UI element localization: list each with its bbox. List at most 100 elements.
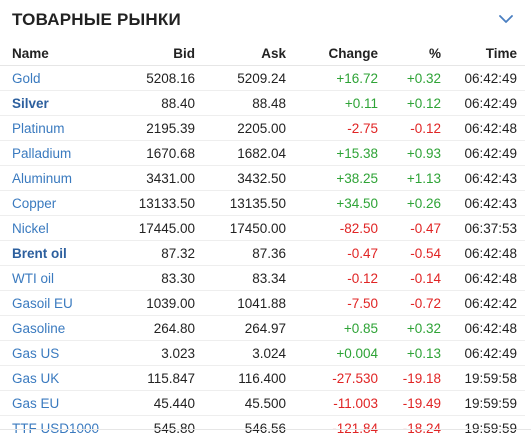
bottom-divider: [0, 429, 531, 430]
table-row[interactable]: Gasoline 264.80 264.97 +0.85 +0.32 06:42:48: [0, 315, 525, 341]
widget-header: ТОВАРНЫЕ РЫНКИ: [0, 0, 531, 40]
commodity-name-link[interactable]: Gas UK: [0, 365, 108, 391]
change-value: -27.530: [286, 365, 378, 391]
percent-change-value: -19.49: [378, 390, 441, 416]
bid-value: 545.80: [108, 415, 195, 437]
ask-value: 5209.24: [195, 65, 286, 91]
bid-value: 115.847: [108, 365, 195, 391]
column-header-bid[interactable]: Bid: [108, 42, 195, 66]
percent-change-value: +0.12: [378, 90, 441, 116]
percent-change-value: +0.26: [378, 190, 441, 216]
table-row[interactable]: Gasoil EU 1039.00 1041.88 -7.50 -0.72 06:42:4…: [0, 290, 525, 316]
commodity-name-link[interactable]: WTI oil: [0, 265, 108, 291]
percent-change-value: +0.32: [378, 315, 441, 341]
table-row[interactable]: Nickel 17445.00 17450.00 -82.50 -0.47 06:37:5…: [0, 215, 525, 241]
change-value: -11.003: [286, 390, 378, 416]
table-row[interactable]: Gold 5208.16 5209.24 +16.72 +0.32 06:42:49: [0, 65, 525, 91]
time-value: 19:59:59: [441, 415, 525, 437]
bid-value: 2195.39: [108, 115, 195, 141]
bid-value: 1039.00: [108, 290, 195, 316]
bid-value: 3.023: [108, 340, 195, 366]
table-row[interactable]: Aluminum 3431.00 3432.50 +38.25 +1.13 06:42:4…: [0, 165, 525, 191]
ask-value: 88.48: [195, 90, 286, 116]
time-value: 06:37:53: [441, 215, 525, 241]
percent-change-value: -19.18: [378, 365, 441, 391]
change-value: -7.50: [286, 290, 378, 316]
table-row[interactable]: Brent oil 87.32 87.36 -0.47 -0.54 06:42:48: [0, 240, 525, 266]
percent-change-value: +0.13: [378, 340, 441, 366]
commodity-name-link[interactable]: Palladium: [0, 140, 108, 166]
ask-value: 264.97: [195, 315, 286, 341]
commodity-name-link[interactable]: Copper: [0, 190, 108, 216]
time-value: 19:59:58: [441, 365, 525, 391]
percent-change-value: -18.24: [378, 415, 441, 437]
table-header-row: Name Bid Ask Change % Time: [0, 42, 525, 66]
table-row[interactable]: Gas EU 45.440 45.500 -11.003 -19.49 19:59:59: [0, 390, 525, 416]
ask-value: 1682.04: [195, 140, 286, 166]
quotes-table: Name Bid Ask Change % Time Gold 5208.16 52…: [0, 42, 525, 437]
time-value: 06:42:43: [441, 190, 525, 216]
change-value: +16.72: [286, 65, 378, 91]
table-row[interactable]: TTF USD1000 545.80 546.56 -121.84 -18.24 19:5…: [0, 415, 525, 437]
commodity-name-link[interactable]: TTF USD1000: [0, 415, 108, 437]
percent-change-value: -0.12: [378, 115, 441, 141]
column-header-name[interactable]: Name: [0, 42, 108, 66]
percent-change-value: -0.14: [378, 265, 441, 291]
ask-value: 17450.00: [195, 215, 286, 241]
bid-value: 88.40: [108, 90, 195, 116]
bid-value: 87.32: [108, 240, 195, 266]
ask-value: 87.36: [195, 240, 286, 266]
percent-change-value: -0.54: [378, 240, 441, 266]
column-header-time[interactable]: Time: [441, 42, 525, 66]
ask-value: 116.400: [195, 365, 286, 391]
bid-value: 1670.68: [108, 140, 195, 166]
table-row[interactable]: Copper 13133.50 13135.50 +34.50 +0.26 06:42:4…: [0, 190, 525, 216]
change-value: -2.75: [286, 115, 378, 141]
commodity-name-link[interactable]: Nickel: [0, 215, 108, 241]
percent-change-value: -0.72: [378, 290, 441, 316]
ask-value: 1041.88: [195, 290, 286, 316]
column-header-change[interactable]: Change: [286, 42, 378, 66]
time-value: 06:42:49: [441, 65, 525, 91]
time-value: 06:42:48: [441, 265, 525, 291]
percent-change-value: +0.32: [378, 65, 441, 91]
commodity-name-link[interactable]: Gas EU: [0, 390, 108, 416]
percent-change-value: +0.93: [378, 140, 441, 166]
commodity-name-link[interactable]: Gasoline: [0, 315, 108, 341]
commodity-name-link[interactable]: Gasoil EU: [0, 290, 108, 316]
commodity-name-link[interactable]: Silver: [0, 90, 108, 116]
chevron-down-icon[interactable]: [497, 12, 515, 26]
time-value: 06:42:49: [441, 140, 525, 166]
ask-value: 546.56: [195, 415, 286, 437]
change-value: -82.50: [286, 215, 378, 241]
time-value: 06:42:49: [441, 90, 525, 116]
table-row[interactable]: Gas US 3.023 3.024 +0.004 +0.13 06:42:49: [0, 340, 525, 366]
commodity-name-link[interactable]: Gold: [0, 65, 108, 91]
commodity-name-link[interactable]: Platinum: [0, 115, 108, 141]
change-value: +0.004: [286, 340, 378, 366]
commodity-name-link[interactable]: Brent oil: [0, 240, 108, 266]
table-row[interactable]: Silver 88.40 88.48 +0.11 +0.12 06:42:49: [0, 90, 525, 116]
table-row[interactable]: Palladium 1670.68 1682.04 +15.38 +0.93 06:42:…: [0, 140, 525, 166]
table-row[interactable]: Platinum 2195.39 2205.00 -2.75 -0.12 06:42:48: [0, 115, 525, 141]
commodity-name-link[interactable]: Gas US: [0, 340, 108, 366]
column-header-ask[interactable]: Ask: [195, 42, 286, 66]
change-value: -0.12: [286, 265, 378, 291]
ask-value: 3432.50: [195, 165, 286, 191]
ask-value: 2205.00: [195, 115, 286, 141]
table-row[interactable]: Gas UK 115.847 116.400 -27.530 -19.18 19:59:5…: [0, 365, 525, 391]
column-header-percent[interactable]: %: [378, 42, 441, 66]
bid-value: 17445.00: [108, 215, 195, 241]
change-value: +0.11: [286, 90, 378, 116]
widget-title: ТОВАРНЫЕ РЫНКИ: [12, 10, 181, 29]
bid-value: 3431.00: [108, 165, 195, 191]
bid-value: 13133.50: [108, 190, 195, 216]
ask-value: 45.500: [195, 390, 286, 416]
commodity-name-link[interactable]: Aluminum: [0, 165, 108, 191]
bid-value: 45.440: [108, 390, 195, 416]
time-value: 19:59:59: [441, 390, 525, 416]
change-value: +34.50: [286, 190, 378, 216]
change-value: -0.47: [286, 240, 378, 266]
table-row[interactable]: WTI oil 83.30 83.34 -0.12 -0.14 06:42:48: [0, 265, 525, 291]
percent-change-value: -0.47: [378, 215, 441, 241]
